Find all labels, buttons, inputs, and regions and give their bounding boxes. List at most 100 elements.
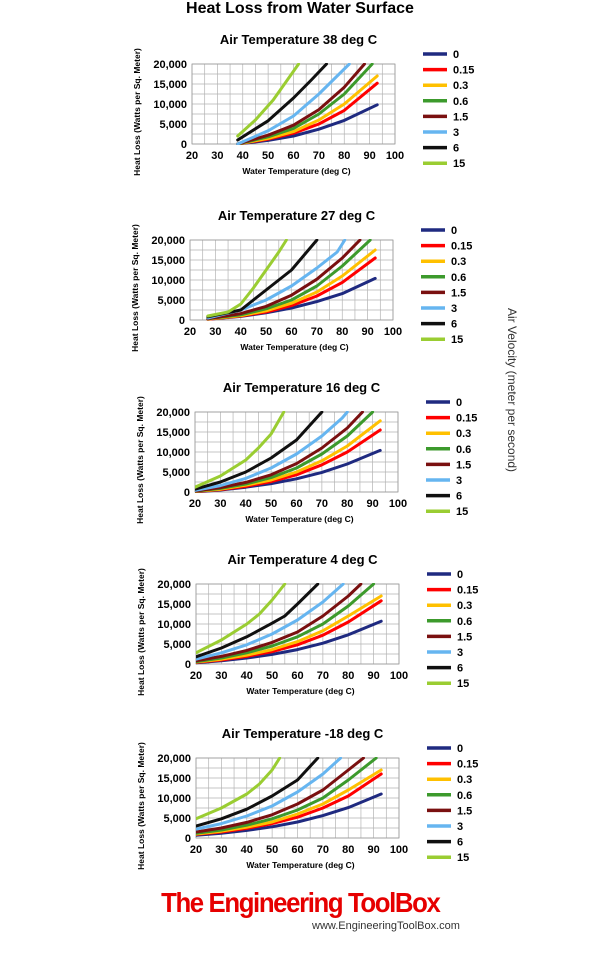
x-tick-label: 70 xyxy=(317,670,329,682)
brand-block: The Engineering ToolBox xyxy=(0,887,600,919)
legend-label: 15 xyxy=(457,678,469,690)
series-group xyxy=(196,583,383,665)
legend-label: 0.6 xyxy=(453,96,468,108)
legend-label: 1.5 xyxy=(457,631,472,643)
series-line-3 xyxy=(196,583,345,661)
x-tick-label: 70 xyxy=(317,844,329,856)
series-line-3 xyxy=(196,757,343,831)
y-tick-label: 20,000 xyxy=(156,407,190,419)
x-tick-label: 90 xyxy=(368,670,380,682)
series-line-3 xyxy=(195,411,349,492)
y-tick-label: 20,000 xyxy=(153,59,187,71)
legend-label: 0.3 xyxy=(456,428,471,440)
series-line-15 xyxy=(236,63,301,138)
x-tick-label: 40 xyxy=(241,844,253,856)
legend-label: 3 xyxy=(457,821,463,833)
legend-label: 0 xyxy=(457,743,463,755)
x-tick-label: 80 xyxy=(342,844,354,856)
x-tick-label: 20 xyxy=(184,326,196,338)
y-tick-label: 0 xyxy=(179,315,185,327)
chart-title: Air Temperature -18 deg C xyxy=(222,726,384,741)
series-line-15 xyxy=(196,583,287,655)
x-tick-label: 50 xyxy=(262,150,274,162)
x-tick-label: 90 xyxy=(368,844,380,856)
x-tick-label: 40 xyxy=(240,498,252,510)
x-tick-label: 100 xyxy=(384,326,402,338)
y-axis-label: Heat Loss (Watts per Sq. Meter) xyxy=(136,742,146,870)
y-tick-label: 20,000 xyxy=(157,579,191,591)
series-line-15 xyxy=(196,757,282,821)
legend-label: 0.3 xyxy=(457,600,472,612)
y-tick-label: 15,000 xyxy=(153,79,187,91)
chart-panel: Air Temperature 16 deg C20 30 40 50 60 70 80 90… xyxy=(135,380,477,524)
legend-label: 15 xyxy=(453,158,465,170)
x-tick-label: 50 xyxy=(260,326,272,338)
legend-label: 1.5 xyxy=(453,111,468,123)
x-tick-label: 50 xyxy=(266,670,278,682)
legend-label: 6 xyxy=(457,837,463,849)
page-title: Heat Loss from Water Surface xyxy=(186,0,414,17)
y-axis-label: Heat Loss (Watts per Sq. Meter) xyxy=(135,396,145,524)
series-line-6 xyxy=(236,63,328,142)
legend-label: 0.15 xyxy=(451,241,472,253)
legend-label: 1.5 xyxy=(457,805,472,817)
chart-panel: Air Temperature 38 deg C20 30 40 50 60 70 80 90… xyxy=(132,32,474,176)
x-tick-label: 60 xyxy=(291,670,303,682)
legend-label: 0 xyxy=(456,397,462,409)
y-tick-label: 5,000 xyxy=(159,119,187,131)
series-group xyxy=(196,757,383,837)
legend-label: 0.3 xyxy=(451,256,466,268)
y-tick-label: 10,000 xyxy=(151,275,185,287)
air-velocity-label: Air Velocity (meter per second) xyxy=(505,307,519,473)
legend-label: 0 xyxy=(451,225,457,237)
series-line-6 xyxy=(195,411,324,491)
x-tick-label: 20 xyxy=(186,150,198,162)
series-line-6 xyxy=(196,583,320,659)
y-tick-label: 15,000 xyxy=(157,599,191,611)
series-group xyxy=(206,239,377,321)
x-tick-label: 100 xyxy=(390,670,408,682)
y-axis-label: Heat Loss (Watts per Sq. Meter) xyxy=(136,568,146,696)
legend-label: 6 xyxy=(453,143,459,155)
legend-label: 0.6 xyxy=(457,616,472,628)
legend-label: 0.15 xyxy=(457,585,478,597)
x-tick-label: 40 xyxy=(237,150,249,162)
x-tick-label: 40 xyxy=(235,326,247,338)
x-tick-label: 90 xyxy=(362,326,374,338)
y-tick-label: 10,000 xyxy=(156,447,190,459)
x-tick-label: 40 xyxy=(241,670,253,682)
legend-label: 0.15 xyxy=(457,759,478,771)
legend-label: 15 xyxy=(457,852,469,864)
y-tick-label: 15,000 xyxy=(156,427,190,439)
x-axis-label: Water Temperature (deg C) xyxy=(246,686,354,696)
y-tick-label: 20,000 xyxy=(151,235,185,247)
legend-label: 6 xyxy=(457,663,463,675)
x-axis-label: Water Temperature (deg C) xyxy=(242,166,350,176)
legend-label: 0.15 xyxy=(456,413,477,425)
x-tick-label: 30 xyxy=(214,498,226,510)
x-axis-label: Water Temperature (deg C) xyxy=(246,860,354,870)
chart-panel: Air Temperature -18 deg C20 30 40 50 60 70 80 9… xyxy=(136,726,478,870)
y-tick-label: 0 xyxy=(184,487,190,499)
x-tick-label: 60 xyxy=(291,844,303,856)
x-axis-label: Water Temperature (deg C) xyxy=(240,342,348,352)
series-line-15 xyxy=(206,239,288,318)
y-axis-label: Heat Loss (Watts per Sq. Meter) xyxy=(132,48,142,176)
legend-label: 3 xyxy=(453,127,459,139)
y-tick-label: 15,000 xyxy=(151,255,185,267)
chart-title: Air Temperature 4 deg C xyxy=(227,552,378,567)
x-tick-label: 100 xyxy=(390,844,408,856)
series-line-15 xyxy=(195,411,286,489)
plot-frame xyxy=(195,757,400,839)
x-tick-label: 60 xyxy=(287,150,299,162)
x-tick-label: 30 xyxy=(215,844,227,856)
series-line-6 xyxy=(196,757,320,828)
y-tick-label: 5,000 xyxy=(162,467,190,479)
x-tick-label: 80 xyxy=(336,326,348,338)
series-line-1.5 xyxy=(236,63,366,145)
y-tick-label: 20,000 xyxy=(157,753,191,765)
x-tick-label: 80 xyxy=(341,498,353,510)
y-tick-label: 10,000 xyxy=(157,793,191,805)
y-tick-label: 15,000 xyxy=(157,773,191,785)
y-tick-label: 0 xyxy=(181,139,187,151)
